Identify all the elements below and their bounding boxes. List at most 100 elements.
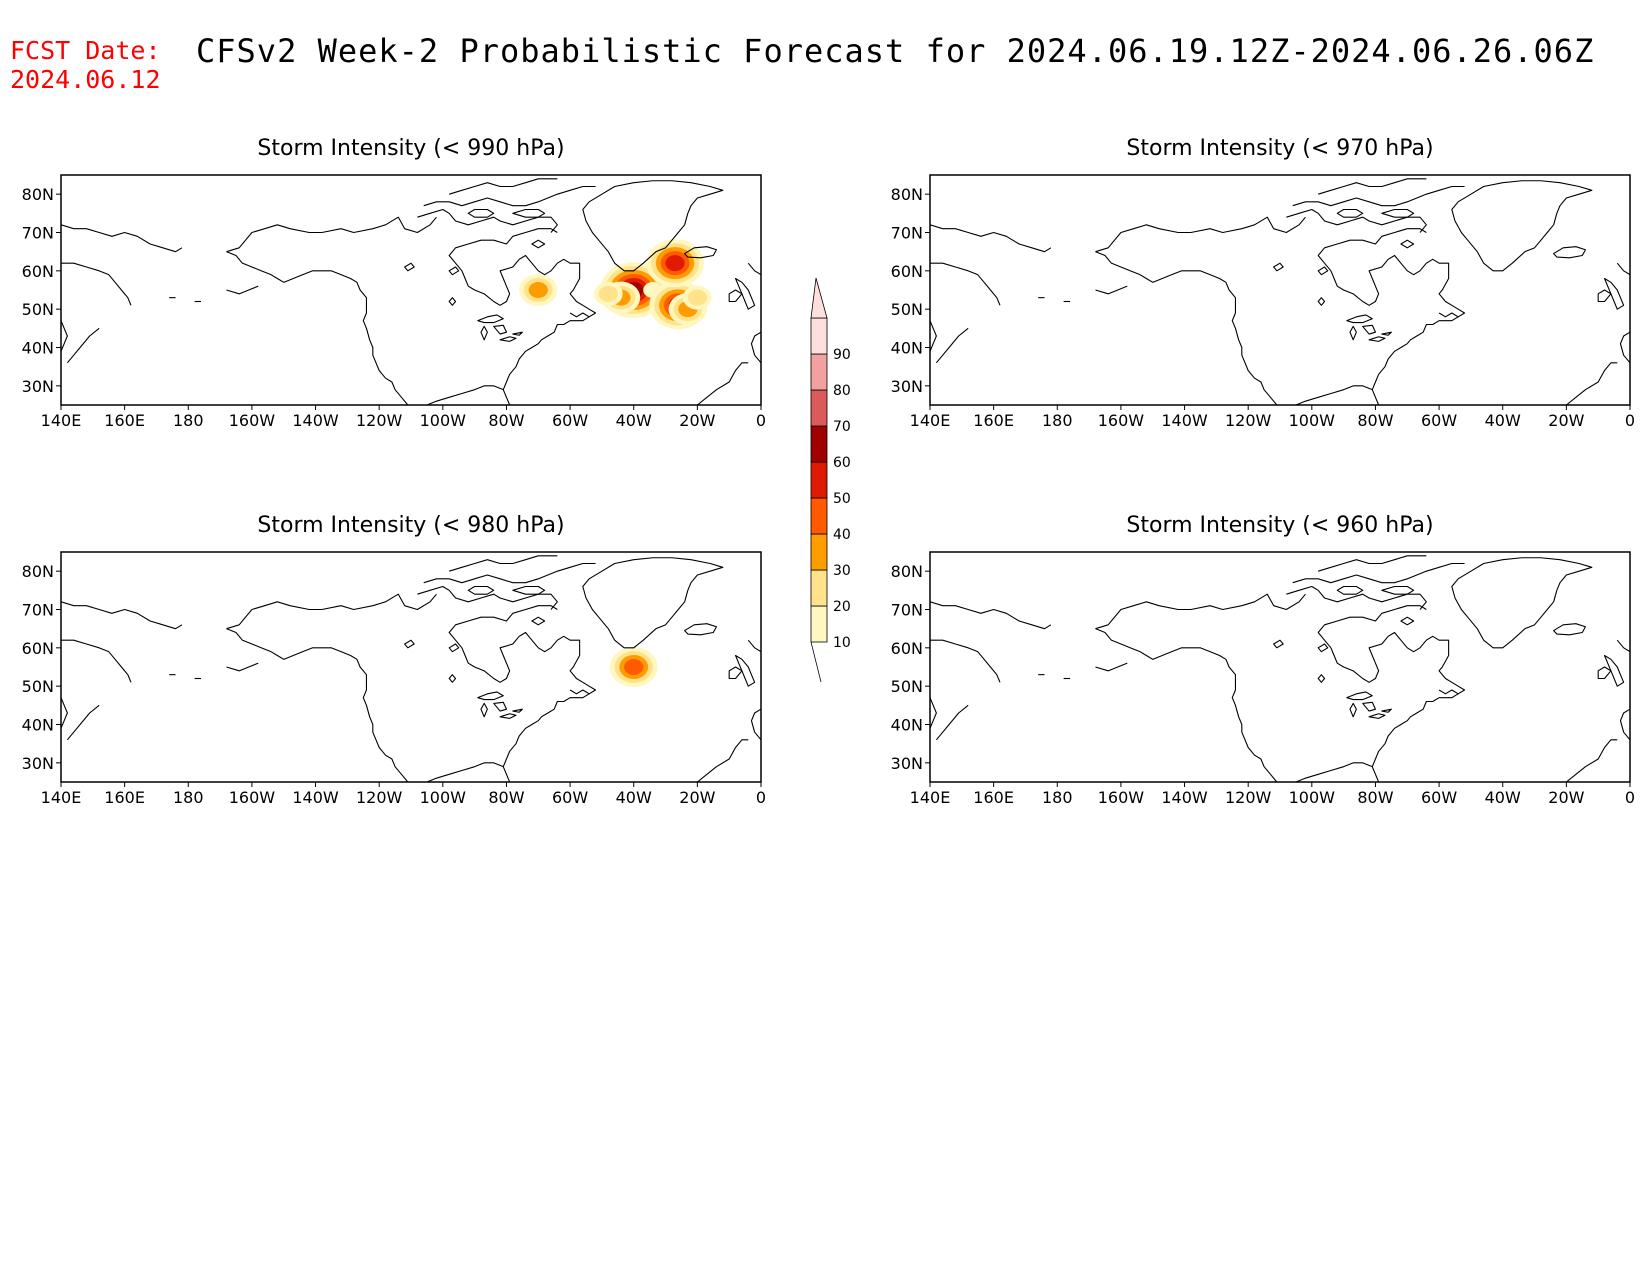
map-panel-p990: Storm Intensity (< 990 hPa) 140E 160E 180 16…	[22, 136, 766, 430]
lat-tick-label: 60N	[891, 262, 923, 281]
colorbar-swatch	[810, 353, 828, 391]
map-frame	[929, 551, 1631, 783]
colorbar-swatch	[810, 425, 828, 463]
map-area	[930, 179, 1630, 405]
lon-tick-label: 40W	[616, 788, 652, 807]
lon-tick-label: 20W	[1548, 411, 1584, 430]
panel-title: Storm Intensity (< 960 hPa)	[1126, 513, 1433, 538]
coastlines	[930, 179, 1630, 405]
lat-tick-label: 80N	[22, 562, 54, 581]
lon-tick-label: 160E	[973, 788, 1014, 807]
lon-tick-label: 0	[756, 411, 766, 430]
lat-tick-label: 50N	[891, 677, 923, 696]
map-area	[930, 556, 1630, 782]
colorbar-swatch	[810, 569, 828, 607]
map-frame	[60, 174, 762, 406]
lat-tick-label: 70N	[22, 601, 54, 620]
lon-tick-label: 80W	[1357, 788, 1393, 807]
lon-tick-label: 160E	[104, 411, 145, 430]
colorbar-swatch	[810, 461, 828, 499]
panel-title: Storm Intensity (< 990 hPa)	[257, 136, 564, 161]
lon-tick-label: 160E	[973, 411, 1014, 430]
probability-contour	[687, 289, 707, 306]
lon-tick-label: 80W	[488, 411, 524, 430]
lon-tick-label: 60W	[1421, 788, 1457, 807]
colorbar-label: 50	[833, 491, 851, 507]
panel-title: Storm Intensity (< 980 hPa)	[257, 513, 564, 538]
colorbar-label: 90	[833, 347, 851, 363]
colorbar-swatch	[810, 605, 828, 643]
lon-tick-label: 80W	[488, 788, 524, 807]
lon-tick-label: 120W	[356, 788, 403, 807]
lon-tick-label: 180	[173, 411, 204, 430]
colorbar-label: 70	[833, 419, 851, 435]
coastlines	[930, 556, 1630, 782]
map-frame	[929, 174, 1631, 406]
probability-contour	[598, 285, 618, 302]
fcst-date-caption: FCST Date:	[10, 36, 161, 65]
lat-tick-label: 70N	[891, 601, 923, 620]
lat-tick-label: 70N	[22, 224, 54, 243]
lon-tick-label: 60W	[552, 788, 588, 807]
probability-contour	[624, 659, 644, 675]
map-frame	[60, 551, 762, 783]
lon-tick-label: 0	[756, 788, 766, 807]
lon-tick-label: 160E	[104, 788, 145, 807]
lon-tick-label: 120W	[1225, 788, 1272, 807]
map-panel-p960: Storm Intensity (< 960 hPa) 140E 160E 180 16…	[891, 513, 1635, 807]
map-area	[61, 556, 761, 782]
lat-tick-label: 30N	[22, 377, 54, 396]
lon-tick-label: 120W	[356, 411, 403, 430]
lon-tick-label: 60W	[1421, 411, 1457, 430]
lat-tick-label: 50N	[22, 677, 54, 696]
lat-tick-label: 40N	[891, 339, 923, 358]
lat-tick-label: 40N	[22, 716, 54, 735]
colorbar-tail	[810, 641, 822, 683]
colorbar-label: 20	[833, 599, 851, 615]
lon-tick-label: 60W	[552, 411, 588, 430]
lon-tick-label: 140W	[292, 411, 339, 430]
colorbar-swatch	[810, 497, 828, 535]
lon-tick-label: 80W	[1357, 411, 1393, 430]
fcst-date-value: 2024.06.12	[10, 65, 161, 94]
lon-tick-label: 20W	[1548, 788, 1584, 807]
lon-tick-label: 160W	[229, 788, 276, 807]
lon-tick-label: 140E	[910, 411, 951, 430]
lon-tick-label: 20W	[679, 788, 715, 807]
probability-contour	[665, 255, 685, 272]
colorbar-cap	[810, 277, 828, 319]
lat-tick-label: 50N	[22, 300, 54, 319]
lon-tick-label: 140E	[41, 788, 82, 807]
lat-tick-label: 40N	[22, 339, 54, 358]
lon-tick-label: 180	[173, 788, 204, 807]
lon-tick-label: 40W	[616, 411, 652, 430]
lon-tick-label: 40W	[1485, 411, 1521, 430]
lat-tick-label: 60N	[22, 639, 54, 658]
probability-contour	[528, 282, 548, 298]
lat-tick-label: 80N	[891, 562, 923, 581]
lon-tick-label: 160W	[229, 411, 276, 430]
lon-tick-label: 100W	[420, 411, 467, 430]
lon-tick-label: 140E	[41, 411, 82, 430]
colorbar-label: 30	[833, 563, 851, 579]
colorbar: 10 20 30 40 50 60 70 80 90	[810, 277, 851, 683]
lat-tick-label: 70N	[891, 224, 923, 243]
lat-tick-label: 40N	[891, 716, 923, 735]
lon-tick-label: 140W	[1161, 411, 1208, 430]
colorbar-swatch	[810, 533, 828, 571]
lon-tick-label: 0	[1625, 411, 1635, 430]
colorbar-label: 40	[833, 527, 851, 543]
lon-tick-label: 100W	[1289, 788, 1336, 807]
lon-tick-label: 100W	[1289, 411, 1336, 430]
page-title: CFSv2 Week-2 Probabilistic Forecast for …	[196, 32, 1595, 70]
lon-tick-label: 140W	[1161, 788, 1208, 807]
colorbar-label: 10	[833, 635, 851, 651]
colorbar-swatch	[810, 317, 828, 355]
lon-tick-label: 120W	[1225, 411, 1272, 430]
lat-tick-label: 60N	[22, 262, 54, 281]
lon-tick-label: 20W	[679, 411, 715, 430]
lon-tick-label: 140E	[910, 788, 951, 807]
lon-tick-label: 180	[1042, 788, 1073, 807]
map-area	[61, 179, 761, 405]
